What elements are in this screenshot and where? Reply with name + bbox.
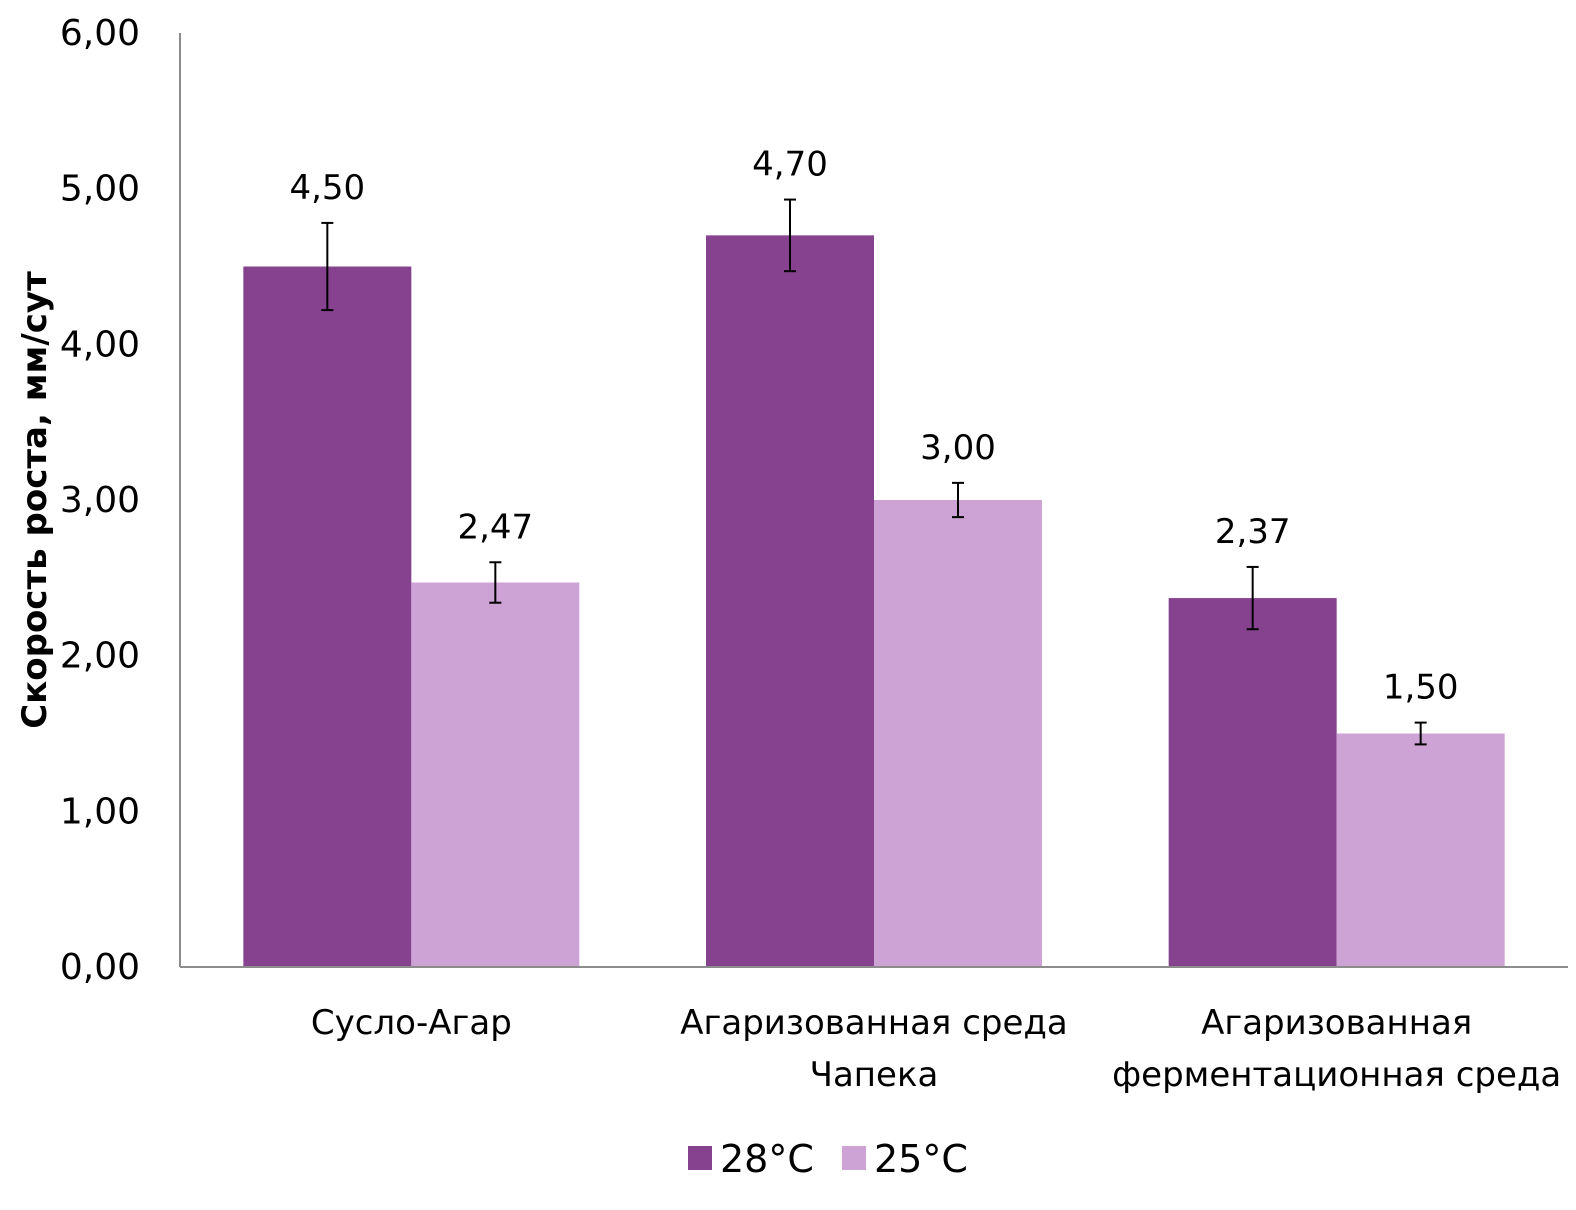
error-bar — [952, 481, 964, 519]
error-bar — [1246, 565, 1259, 631]
bar-series2-cat1 — [411, 582, 580, 967]
legend-item-1: 28°C — [688, 1137, 814, 1181]
error-bar — [784, 198, 796, 273]
legend-label: 28°C — [720, 1137, 814, 1181]
y-axis-title: Скорость роста, мм/сут — [15, 271, 55, 729]
y-tick-label: 4,00 — [60, 324, 140, 365]
data-labels: 4,50 2,47 4,70 3,00 2,37 1,50 — [289, 145, 1458, 708]
x-category-label: Агаризованная среда — [680, 1003, 1067, 1043]
data-label: 1,50 — [1383, 668, 1459, 708]
y-tick-label: 2,00 — [60, 636, 140, 677]
data-label: 4,50 — [289, 168, 365, 208]
legend: 28°C 25°C — [688, 1137, 968, 1181]
error-bar — [489, 561, 502, 604]
data-label: 3,00 — [920, 428, 996, 468]
legend-label: 25°C — [874, 1137, 968, 1181]
bar-series1-cat2 — [706, 235, 874, 967]
y-tick-label: 6,00 — [60, 13, 140, 54]
x-category-label: Агаризованная — [1201, 1003, 1472, 1043]
error-bar — [321, 221, 334, 312]
bar-series1-cat3 — [1168, 598, 1337, 967]
error-bar — [1414, 721, 1427, 746]
data-label: 4,70 — [752, 145, 828, 185]
y-axis: 0,00 1,00 2,00 3,00 4,00 5,00 6,00 — [60, 13, 181, 988]
bar-series2-cat3 — [1336, 733, 1505, 967]
legend-item-2: 25°C — [842, 1137, 968, 1181]
error-bars — [321, 198, 1427, 746]
legend-swatch — [688, 1146, 712, 1170]
bar-series1-cat1 — [243, 266, 412, 967]
x-category-label: ферментационная среда — [1112, 1055, 1561, 1095]
legend-swatch — [842, 1146, 866, 1170]
bar-series2-cat2 — [874, 500, 1042, 967]
y-tick-label: 5,00 — [60, 169, 140, 210]
bars — [243, 235, 1505, 967]
data-label: 2,47 — [457, 507, 533, 547]
y-tick-label: 0,00 — [60, 947, 140, 988]
data-label: 2,37 — [1215, 512, 1291, 552]
x-category-label: Сусло-Агар — [311, 1003, 512, 1043]
y-tick-label: 3,00 — [60, 480, 140, 521]
x-axis: Сусло-Агар Агаризованная среда Чапека Агари… — [180, 966, 1568, 1095]
y-tick-label: 1,00 — [60, 791, 140, 832]
x-category-label: Чапека — [810, 1055, 939, 1095]
